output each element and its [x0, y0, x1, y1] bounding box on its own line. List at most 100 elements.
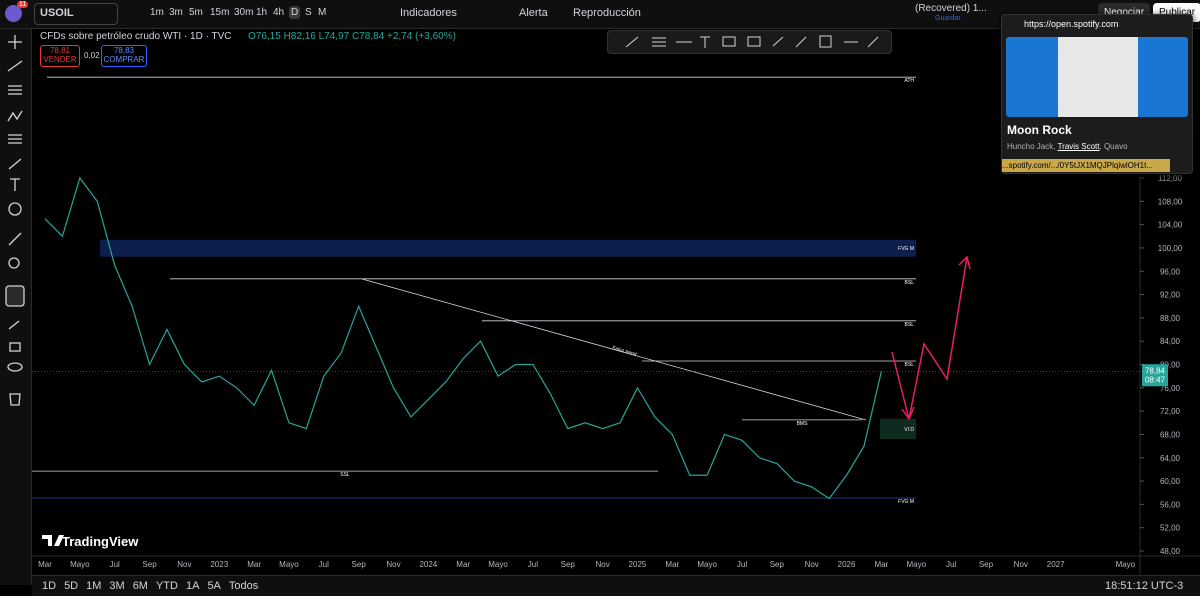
x-tick-label: Nov: [805, 560, 819, 569]
tool[interactable]: [700, 36, 710, 48]
floating-icons: [625, 35, 879, 48]
interval[interactable]: 5m: [189, 7, 203, 18]
tool[interactable]: [747, 36, 761, 47]
interval[interactable]: 1h: [256, 7, 268, 18]
x-tick-label: Jul: [528, 560, 538, 569]
interval[interactable]: 30m: [234, 7, 254, 18]
artist[interactable]: Quavo: [1103, 142, 1128, 151]
zone: [880, 418, 916, 440]
buy-price: 78,83: [113, 46, 135, 55]
spotify-popup: https://open.spotify.com Moon Rock Hunch…: [1001, 14, 1193, 174]
sell-button[interactable]: 78,81 VENDER: [40, 45, 80, 67]
lock-icon[interactable]: [9, 342, 21, 352]
ruler-icon[interactable]: [8, 232, 22, 246]
notification-badge: 11: [17, 1, 29, 8]
song-title[interactable]: Moon Rock: [1007, 123, 1072, 137]
x-tick-label: Mar: [247, 560, 261, 569]
interval[interactable]: 4h: [273, 7, 285, 18]
tool[interactable]: [867, 36, 879, 48]
tool[interactable]: [772, 36, 784, 47]
range[interactable]: Todos: [228, 580, 259, 592]
avatar[interactable]: [5, 5, 22, 22]
x-tick-label: Mar: [38, 560, 52, 569]
x-tick-label: Nov: [1014, 560, 1028, 569]
y-tick-label: 80,00: [1160, 361, 1181, 370]
artist[interactable]: Travis Scott: [1057, 142, 1100, 151]
legend-ohlc: O76,15 H82,16 L74,97 C78,84 +2,74 (+3,60…: [248, 31, 456, 42]
y-tick-label: 64,00: [1160, 454, 1181, 463]
interval[interactable]: M: [318, 7, 327, 18]
drawing-toolbar: [0, 29, 32, 585]
y-tick-label: 60,00: [1160, 477, 1181, 486]
sell-label: VENDER: [43, 55, 77, 64]
zoom-icon[interactable]: [8, 257, 20, 269]
indicators-button[interactable]: Indicadores: [400, 7, 457, 19]
x-tick-label: Mayo: [1116, 560, 1136, 569]
range[interactable]: 1A: [185, 580, 200, 592]
crosshair-icon[interactable]: [8, 35, 22, 49]
y-tick-label: 56,00: [1160, 500, 1181, 509]
range-bar: 1D 5D 1M 3M 6M YTD 1A 5A Todos: [42, 580, 266, 592]
x-tick-label: Nov: [177, 560, 191, 569]
artist[interactable]: Huncho Jack: [1007, 142, 1054, 151]
y-tick-label: 108,00: [1158, 197, 1183, 206]
interval[interactable]: S: [305, 7, 312, 18]
level-label: BSL: [905, 362, 915, 368]
separator: ,: [1099, 142, 1104, 151]
save-button[interactable]: Guardar: [935, 15, 961, 22]
interval[interactable]: 3m: [169, 7, 183, 18]
replay-button[interactable]: Reproducción: [573, 7, 641, 19]
buy-button[interactable]: 78,83 COMPRAR: [101, 45, 147, 67]
link-preview[interactable]: ...spotify.com/.../0Y5tJX1MQJPlqiwlOH1t.…: [1002, 159, 1170, 172]
tool[interactable]: [625, 36, 639, 48]
pattern-icon[interactable]: [7, 110, 23, 122]
brush-icon[interactable]: [8, 158, 22, 170]
y-tick-label: 72,00: [1160, 407, 1181, 416]
tool[interactable]: [819, 35, 832, 48]
visibility-icon[interactable]: [7, 362, 23, 372]
range[interactable]: 1D: [42, 580, 57, 592]
x-tick-label: Mayo: [906, 560, 926, 569]
magnet-icon[interactable]: [5, 285, 25, 307]
x-tick-label: Sep: [142, 560, 157, 569]
symbol-search[interactable]: [34, 3, 118, 25]
level-label: BMS: [797, 421, 809, 427]
bottom-bar: 1D 5D 1M 3M 6M YTD 1A 5A Todos 18:51:12 UTC-3: [32, 575, 1200, 596]
x-tick-label: 2024: [419, 560, 437, 569]
price-line: [44, 176, 882, 500]
interval[interactable]: 15m: [210, 7, 230, 18]
x-tick-label: Nov: [595, 560, 609, 569]
separator: ,: [1053, 142, 1058, 151]
logo: TradingView: [62, 534, 139, 549]
projection-arrow: [891, 255, 971, 421]
x-tick-label: 2023: [210, 560, 228, 569]
symbol[interactable]: USOIL: [40, 7, 74, 19]
y-tick-label: 68,00: [1160, 430, 1181, 439]
range[interactable]: 1M: [86, 580, 102, 592]
text-icon[interactable]: [10, 178, 20, 191]
range[interactable]: 3M: [109, 580, 125, 592]
y-tick-label: 52,00: [1160, 524, 1181, 533]
interval[interactable]: 1m: [150, 7, 164, 18]
range[interactable]: 6M: [132, 580, 148, 592]
range[interactable]: YTD: [155, 580, 178, 592]
range[interactable]: 5D: [64, 580, 79, 592]
range[interactable]: 5A: [207, 580, 221, 592]
trash-icon[interactable]: [9, 393, 21, 406]
layout-name[interactable]: (Recovered) 1...: [915, 3, 987, 14]
trendline-label: Falso trend: [611, 345, 637, 358]
tool[interactable]: [722, 36, 736, 47]
forecast-icon[interactable]: [8, 134, 22, 144]
trend-icon[interactable]: [7, 60, 23, 72]
emoji-icon[interactable]: [8, 202, 22, 216]
alert-button[interactable]: Alerta: [519, 7, 548, 19]
level-label: ATH: [904, 78, 914, 84]
tool[interactable]: [795, 36, 807, 48]
tool[interactable]: [652, 37, 666, 47]
interval[interactable]: D: [289, 6, 301, 19]
lock-draw-icon[interactable]: [8, 320, 20, 330]
level-label: FVG M: [898, 499, 914, 505]
fib-icon[interactable]: [8, 85, 22, 95]
album-banner: [1006, 37, 1188, 117]
x-tick-label: 2027: [1047, 560, 1065, 569]
